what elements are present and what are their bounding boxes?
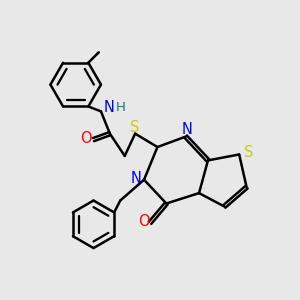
Text: N: N xyxy=(130,171,141,186)
Text: O: O xyxy=(80,130,92,146)
Text: O: O xyxy=(138,214,149,229)
Text: N: N xyxy=(182,122,193,137)
Text: S: S xyxy=(244,146,254,160)
Text: H: H xyxy=(115,101,125,114)
Text: S: S xyxy=(130,120,139,135)
Text: N: N xyxy=(104,100,115,115)
